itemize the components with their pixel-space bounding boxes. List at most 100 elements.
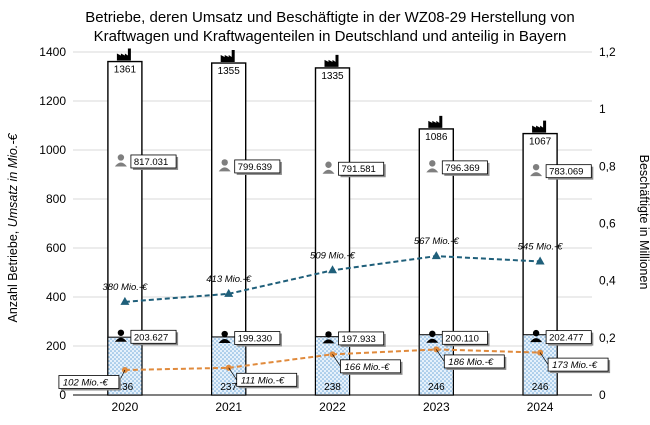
- x-tick-label: 2022: [319, 400, 346, 414]
- person-icon-head: [117, 154, 125, 161]
- callout-box: [234, 159, 281, 174]
- callout-box: [443, 354, 505, 369]
- label-umsatz-bayern: 166 Mio.-€: [345, 362, 391, 373]
- x-tick-label: 2024: [527, 400, 554, 414]
- callout-box: [130, 329, 177, 344]
- callout-box: [340, 359, 401, 374]
- x-tick-label: 2023: [423, 400, 450, 414]
- person-icon-head: [429, 330, 436, 338]
- person-icon-bayern: [218, 330, 231, 344]
- person-icon-head: [117, 329, 125, 336]
- y-tick-label: 1000: [39, 143, 66, 157]
- factory-icon: [428, 115, 443, 128]
- label-umsatz-bayern: 173 Mio.-€: [552, 360, 598, 371]
- y-axis-title-italic: Umsatz in Mio.-€: [6, 132, 20, 227]
- person-icon-body: [322, 339, 335, 344]
- callout-beschaeftigte-bayern: 203.627: [134, 332, 168, 343]
- callout-box: [545, 164, 592, 179]
- callout-box: [545, 330, 592, 345]
- person-icon-body: [114, 337, 127, 342]
- callout-leader: [539, 352, 549, 365]
- bar-label-betriebe-deutschland: 1361: [114, 65, 137, 76]
- bar-label-betriebe-bayern: 237: [220, 382, 237, 393]
- person-icon-body: [322, 169, 335, 174]
- callout-leader: [332, 354, 341, 367]
- callout-beschaeftigte-deutschland: 791.581: [342, 164, 376, 175]
- callout-box: [441, 160, 488, 175]
- label-umsatz-deutschland: 509 Mio.-€: [310, 250, 356, 261]
- person-icon-bayern: [322, 331, 335, 344]
- factory-icon-shape: [324, 54, 339, 67]
- person-icon-deutschland: [218, 159, 231, 172]
- y2-axis-title: Beschäftigte in Millionen: [637, 155, 650, 290]
- y2-tick-label: 0,8: [599, 159, 616, 173]
- person-icon-body: [530, 338, 543, 343]
- person-icon-head: [532, 163, 540, 171]
- y2-tick-label: 1: [599, 102, 606, 116]
- callout-box: [236, 372, 298, 387]
- person-icon-body: [218, 167, 231, 172]
- factory-icon: [220, 50, 235, 63]
- factory-icon: [116, 48, 131, 61]
- bar-label-betriebe-bayern: 246: [532, 382, 549, 393]
- y2-tick-label: 0: [599, 388, 606, 402]
- x-tick-label: 2020: [112, 400, 139, 414]
- bar-label-betriebe-deutschland: 1086: [425, 132, 448, 143]
- bar-label-betriebe-deutschland: 1335: [321, 71, 344, 82]
- person-icon-deutschland: [322, 161, 335, 174]
- factory-icon-shape: [220, 50, 235, 63]
- person-icon-bayern: [530, 329, 543, 343]
- callout-beschaeftigte-deutschland: 799.639: [238, 162, 272, 173]
- person-icon-bayern: [114, 329, 127, 342]
- person-icon-head: [325, 331, 332, 338]
- label-umsatz-deutschland: 545 Mio.-€: [518, 241, 564, 252]
- y-axis-title-prefix: Anzahl Betriebe,: [6, 227, 20, 322]
- bar-label-betriebe-deutschland: 1067: [529, 137, 552, 148]
- callout-beschaeftigte-bayern: 199.330: [238, 334, 272, 345]
- person-icon-deutschland: [530, 163, 543, 177]
- y-tick-label: 1400: [39, 45, 66, 59]
- label-umsatz-deutschland: 413 Mio.-€: [206, 274, 252, 285]
- bar-label-betriebe-deutschland: 1355: [218, 66, 241, 77]
- person-icon-body: [426, 338, 439, 343]
- y2-tick-label: 0,6: [599, 217, 616, 231]
- y-axis-title: Anzahl Betriebe, Umsatz in Mio.-€: [6, 132, 20, 322]
- person-icon-bayern: [426, 330, 439, 343]
- callout-box: [338, 161, 385, 176]
- y-tick-label: 0: [59, 388, 66, 402]
- marker-umsatz-deutschland: [535, 256, 545, 265]
- factory-icon-shape: [428, 115, 443, 128]
- person-icon-body: [530, 172, 543, 177]
- y-tick-label: 400: [46, 290, 66, 304]
- label-umsatz-bayern: 186 Mio.-€: [448, 357, 494, 368]
- callout-leader: [436, 349, 445, 362]
- person-icon-head: [532, 329, 540, 337]
- callout-beschaeftigte-deutschland: 817.031: [134, 157, 168, 168]
- person-icon-head: [325, 161, 332, 168]
- y-tick-label: 800: [46, 192, 66, 206]
- label-umsatz-bayern: 102 Mio.-€: [63, 378, 109, 389]
- marker-umsatz-deutschland: [328, 265, 337, 274]
- marker-umsatz-deutschland: [120, 296, 130, 305]
- callout-box: [58, 375, 120, 389]
- callout-beschaeftigte-bayern: 197.933: [342, 334, 376, 345]
- y-tick-label: 600: [46, 241, 66, 255]
- bar-label-betriebe-bayern: 236: [117, 382, 134, 393]
- marker-umsatz-deutschland: [224, 288, 234, 297]
- bar-label-betriebe-bayern: 246: [428, 382, 445, 393]
- factory-icon: [324, 54, 339, 67]
- callout-box: [441, 330, 488, 345]
- callout-beschaeftigte-bayern: 200.110: [445, 333, 479, 344]
- chart-title-line-2: Kraftwagen und Kraftwagenteilen in Deuts…: [94, 28, 567, 45]
- marker-umsatz-deutschland: [431, 251, 441, 260]
- factory-icon-shape: [532, 120, 547, 133]
- callout-box: [547, 357, 609, 372]
- y2-tick-label: 0,4: [599, 274, 616, 288]
- callout-box: [338, 331, 385, 346]
- person-icon-body: [218, 339, 231, 344]
- factory-icon: [532, 120, 547, 133]
- chart-title-line-1: Betriebe, deren Umsatz und Beschäftigte …: [85, 9, 574, 26]
- callout-beschaeftigte-deutschland: 783.069: [549, 167, 583, 178]
